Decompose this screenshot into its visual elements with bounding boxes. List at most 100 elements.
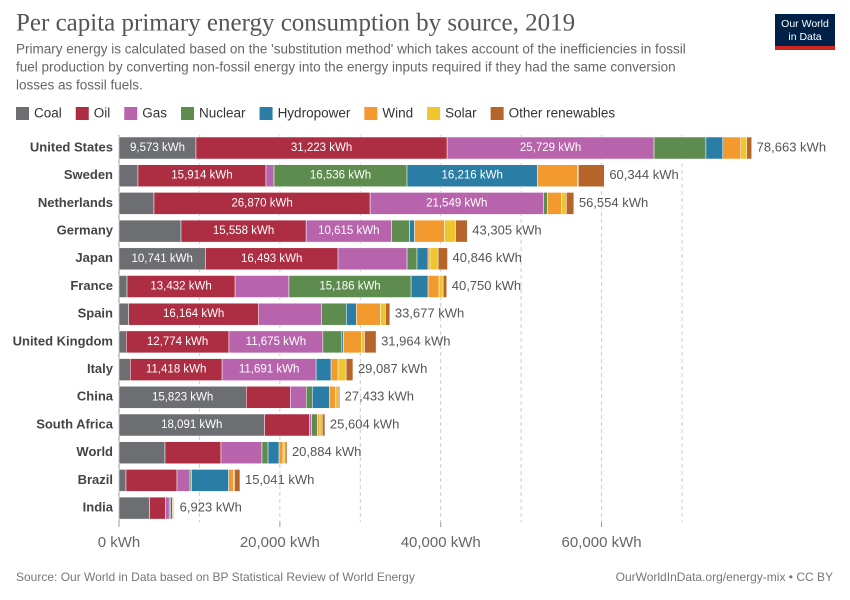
legend-swatch <box>124 107 138 120</box>
x-tick-label: 40,000 kWh <box>401 534 481 551</box>
value-label: 16,164 kWh <box>163 308 224 320</box>
legend-label: Other renewables <box>509 106 616 121</box>
bar-segment <box>345 358 354 381</box>
bar-segment <box>537 164 578 187</box>
legend-label: Solar <box>445 106 477 121</box>
value-label: 11,691 kWh <box>239 364 300 376</box>
bar-segment <box>118 302 129 326</box>
total-label: 27,433 kWh <box>345 389 414 404</box>
bar-segment <box>118 219 182 243</box>
bar-segment <box>346 302 357 326</box>
bar-segment <box>746 136 752 160</box>
bar-segment <box>740 136 748 160</box>
bar-segment <box>705 136 724 160</box>
value-label: 12,774 kWh <box>147 336 208 348</box>
bar-segment <box>429 247 439 271</box>
bar-segment <box>118 164 139 187</box>
bar-segment <box>278 441 284 464</box>
bar-segment <box>311 413 318 437</box>
bar-segment <box>337 247 408 271</box>
value-label: 9,573 kWh <box>130 142 185 154</box>
bar-segment <box>543 192 548 215</box>
bar-segment <box>416 247 429 271</box>
bar-segment <box>427 275 440 298</box>
bar-segment <box>653 136 707 160</box>
legend-swatch <box>427 107 441 120</box>
legend-swatch <box>16 107 29 120</box>
value-label: 16,493 kWh <box>241 253 302 265</box>
bar-segment <box>322 330 343 354</box>
value-label: 26,870 kWh <box>231 197 292 209</box>
bar-segment <box>364 330 377 354</box>
bar-segment <box>118 358 131 381</box>
y-tick-label: India <box>83 500 114 515</box>
bar-segment <box>561 192 567 215</box>
bar-segment <box>118 469 127 492</box>
total-label: 43,305 kWh <box>472 223 541 238</box>
bar-segment <box>165 496 170 520</box>
bar-segment <box>264 413 310 437</box>
logo-bar <box>775 46 835 50</box>
bar-segment <box>176 469 191 492</box>
legend-swatch <box>181 107 195 120</box>
logo-text: Our World <box>781 18 829 30</box>
legend-swatch <box>259 107 273 120</box>
y-tick-label: Japan <box>75 250 113 265</box>
bar-segment <box>722 136 742 160</box>
value-label: 15,914 kWh <box>171 170 232 182</box>
logo <box>775 14 835 50</box>
bar-segment <box>409 219 415 243</box>
y-tick-label: China <box>77 389 114 404</box>
bar-segment <box>265 164 275 187</box>
bar-segment <box>547 192 562 215</box>
value-label: 15,558 kWh <box>213 225 274 237</box>
y-tick-label: Brazil <box>78 472 113 487</box>
url: OurWorldInData.org/energy-mix • CC BY <box>616 570 833 584</box>
value-label: 11,675 kWh <box>246 336 307 348</box>
total-label: 40,750 kWh <box>452 278 521 293</box>
bar-segment <box>361 330 365 354</box>
bar-segment <box>282 441 286 464</box>
source: Source: Our World in Data based on BP St… <box>16 570 415 584</box>
bar-segment <box>258 302 322 326</box>
value-label: 15,823 kWh <box>152 391 213 403</box>
legend-label: Gas <box>142 106 167 121</box>
x-tick-label: 60,000 kWh <box>562 534 642 551</box>
total-label: 56,554 kWh <box>579 195 648 210</box>
total-label: 20,884 kWh <box>292 444 361 459</box>
legend-label: Wind <box>382 106 413 121</box>
y-tick-label: United Kingdom <box>13 333 113 348</box>
legend-swatch <box>490 107 504 120</box>
value-label: 13,432 kWh <box>150 281 211 293</box>
subtitle: Primary energy is calculated based on th… <box>16 42 686 57</box>
total-label: 29,087 kWh <box>358 361 427 376</box>
subtitle: fuel production by converting non-fossil… <box>16 60 676 75</box>
bar-segment <box>118 496 150 520</box>
bar-segment <box>578 164 605 187</box>
bar-segment <box>118 441 166 464</box>
bar-segment <box>321 302 347 326</box>
total-label: 40,846 kWh <box>453 250 522 265</box>
bar-segment <box>149 496 166 520</box>
legend-label: Coal <box>34 106 62 121</box>
bar-segment <box>356 302 381 326</box>
y-tick-label: World <box>76 444 113 459</box>
y-tick-label: Spain <box>78 306 113 321</box>
bar-segment <box>335 386 339 409</box>
bar-segment <box>437 247 448 271</box>
x-tick-label: 0 kWh <box>98 534 141 551</box>
total-label: 15,041 kWh <box>245 472 314 487</box>
x-tick-label: 20,000 kWh <box>240 534 320 551</box>
bar-segment <box>380 302 386 326</box>
bar-segment <box>337 358 347 381</box>
bar-segment <box>306 386 313 409</box>
bar-segment <box>234 275 290 298</box>
bar-segment <box>319 413 323 437</box>
value-label: 25,729 kWh <box>520 142 581 154</box>
bar-segment <box>414 219 445 243</box>
bar-segment <box>410 275 429 298</box>
y-tick-label: Netherlands <box>38 195 113 210</box>
bar-segment <box>444 219 456 243</box>
bar-segment <box>455 219 468 243</box>
